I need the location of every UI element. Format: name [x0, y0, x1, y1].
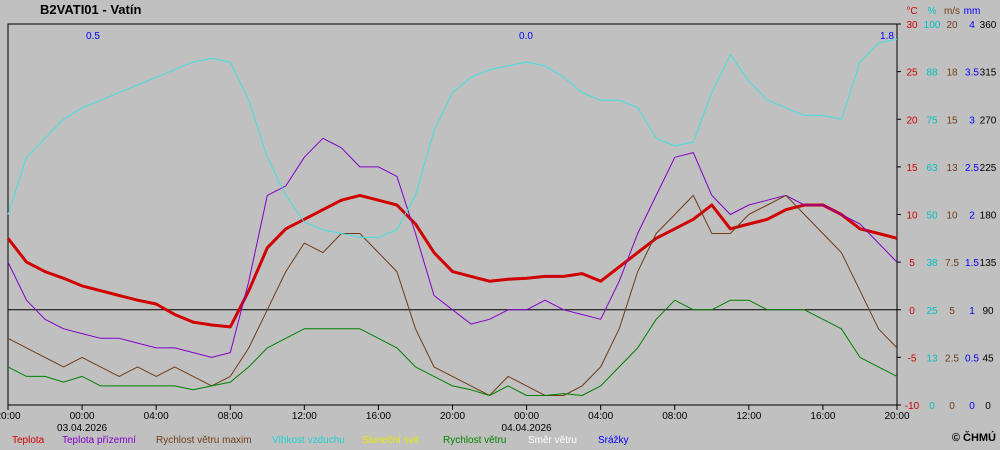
axis-tick-gust: 0: [949, 401, 955, 412]
axis-unit-temperature: °C: [906, 6, 917, 17]
axis-tick-humidity: 25: [926, 306, 938, 317]
legend-item: Sluneční svit: [362, 435, 419, 446]
axis-tick-precip: 0.5: [965, 353, 979, 364]
axis-tick-humidity: 75: [926, 115, 938, 126]
axis-tick-direction: 0: [985, 401, 991, 412]
axis-tick-direction: 270: [980, 115, 997, 126]
annotation-label: 0.5: [86, 31, 100, 42]
legend-item: Směr větru: [528, 435, 577, 446]
series-line-vlhkost-vzduchu: [7, 38, 898, 238]
axis-tick-temperature: 20: [906, 115, 918, 126]
legend-item: Vlhkost vzduchu: [272, 435, 345, 446]
x-tick-label: 04:00: [588, 411, 613, 422]
chart-svg: B2VATI01 - Vatín 20:00 00:00 04:00 08:00 12:…: [0, 2, 997, 432]
axis-tick-temperature: -10: [905, 401, 920, 412]
axis-tick-humidity: 38: [926, 258, 938, 269]
legend-item: Rychlost větru maxim: [156, 435, 252, 446]
axis-tick-direction: 315: [980, 68, 997, 79]
copyright: © ČHMÚ: [951, 432, 996, 444]
axis-tick-temperature: -5: [908, 353, 917, 364]
legend-item: Rychlost větru: [443, 435, 507, 446]
axis-tick-humidity: 100: [924, 20, 941, 31]
legend: Teplota Teplota přízemní Rychlost větru ma…: [0, 433, 1000, 449]
series-line-rychlost-v-tru: [7, 299, 898, 396]
axis-unit-gust: m/s: [944, 6, 960, 17]
axis-tick-precip: 1: [969, 306, 975, 317]
axis-tick-direction: 180: [980, 211, 997, 222]
axis-tick-precip: 3: [969, 115, 975, 126]
axis-tick-temperature: 10: [906, 211, 918, 222]
x-tick-label: 20:00: [440, 411, 465, 422]
axis-unit-precip: mm: [964, 6, 981, 17]
axis-tick-precip: 2: [969, 211, 975, 222]
axis-tick-temperature: 25: [906, 68, 918, 79]
x-tick-label: 16:00: [366, 411, 391, 422]
x-tick-label: 20:00: [0, 411, 21, 422]
axis-tick-direction: 90: [982, 306, 994, 317]
axis-tick-temperature: 15: [906, 163, 918, 174]
axis-tick-humidity: 50: [926, 211, 938, 222]
axis-tick-direction: 225: [980, 163, 997, 174]
axis-tick-precip: 0: [969, 401, 975, 412]
x-tick-label: 12:00: [292, 411, 317, 422]
legend-item: Teplota přízemní: [62, 435, 136, 446]
x-tick-label: 20:00: [884, 411, 909, 422]
axis-tick-gust: 10: [946, 211, 958, 222]
legend-item: Srážky: [598, 435, 629, 446]
axis-tick-humidity: 63: [926, 163, 938, 174]
x-tick-label: 00:00: [514, 411, 539, 422]
axis-tick-temperature: 30: [906, 20, 918, 31]
x-tick-label: 08:00: [662, 411, 687, 422]
axis-tick-precip: 4: [969, 20, 975, 31]
axis-tick-gust: 15: [946, 115, 958, 126]
x-tick-label: 04:00: [144, 411, 169, 422]
axis-tick-direction: 135: [980, 258, 997, 269]
axis-tick-gust: 20: [946, 20, 958, 31]
x-tick-label: 12:00: [736, 411, 761, 422]
axis-tick-direction: 360: [980, 20, 997, 31]
axis-tick-temperature: 5: [909, 258, 915, 269]
date-label: 04.04.2026: [502, 423, 552, 432]
x-tick-label: 16:00: [810, 411, 835, 422]
axis-tick-gust: 18: [946, 68, 958, 79]
annotation-label: 0.0: [519, 31, 533, 42]
axis-tick-direction: 45: [982, 353, 994, 364]
axis-tick-precip: 2.5: [965, 163, 979, 174]
axis-tick-humidity: 88: [926, 68, 938, 79]
annotation-label: 1.8: [880, 31, 894, 42]
series-line-rychlost-v-tru-maxim: [7, 194, 898, 396]
axis-tick-humidity: 0: [929, 401, 935, 412]
axis-tick-temperature: 0: [909, 306, 915, 317]
series-line-teplota-p-zemn-: [7, 137, 898, 358]
axis-tick-humidity: 13: [926, 353, 938, 364]
date-label: 03.04.2026: [57, 423, 107, 432]
legend-item: Teplota: [12, 435, 45, 446]
series-line-teplota: [6, 193, 898, 329]
axis-tick-precip: 1.5: [965, 258, 979, 269]
axis-unit-humidity: %: [928, 6, 937, 17]
plot-area: [7, 23, 898, 406]
chart-title: B2VATI01 - Vatín: [40, 2, 141, 17]
x-tick-label: 00:00: [70, 411, 95, 422]
x-tick-label: 08:00: [218, 411, 243, 422]
axis-tick-gust: 2.5: [945, 353, 959, 364]
axis-tick-gust: 5: [949, 306, 955, 317]
axis-tick-gust: 13: [946, 163, 958, 174]
axis-tick-precip: 3.5: [965, 68, 979, 79]
axis-tick-gust: 7.5: [945, 258, 959, 269]
